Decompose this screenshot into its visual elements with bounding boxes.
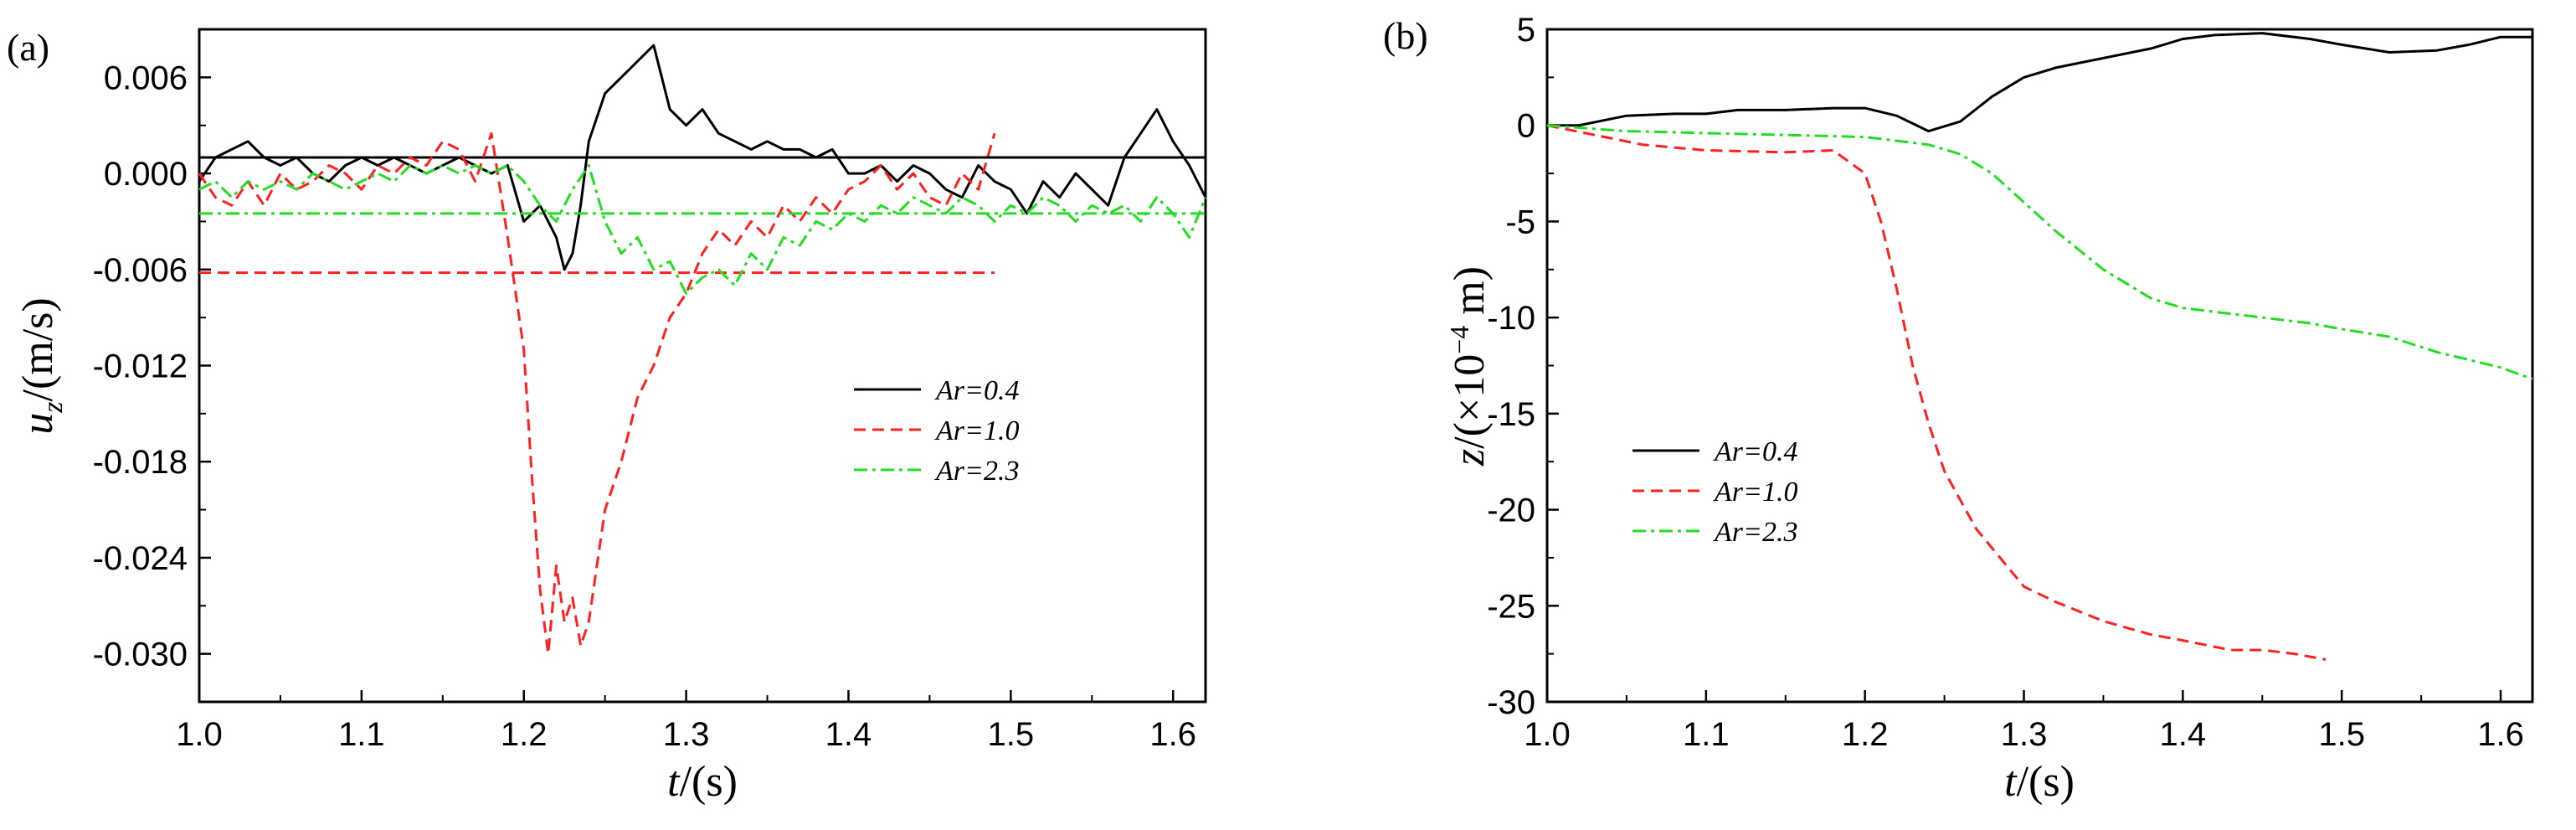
panel-b-y-tick-label-6: -25 — [1487, 588, 1535, 625]
panel-a: (a) 1.0 1.1 1.2 1.3 1.4 1.5 1.6 0.006 0.000 -0.00… — [7, 26, 1207, 806]
panel-b-x-tick-label-0: 1.0 — [1524, 716, 1571, 753]
panel-b-series — [1546, 32, 2533, 661]
panel-a-legend: Ar=0.4 Ar=1.0 Ar=2.3 — [854, 375, 1019, 487]
panel-a-legend-label-0: Ar=0.4 — [934, 375, 1019, 406]
panel-b-y-tick-label-4: -15 — [1487, 396, 1535, 433]
panel-a-y-tick-label-6: -0.030 — [93, 637, 188, 673]
panel-a-x-tick-label-0: 1.0 — [176, 716, 223, 753]
panel-b-y-axis-label: z/(×10−4 m) — [1444, 266, 1494, 467]
panel-a-plot-frame — [198, 28, 1207, 704]
panel-b-x-tick-label-4: 1.4 — [2160, 716, 2207, 753]
panel-b-x-tick-label-6: 1.6 — [2477, 716, 2524, 753]
panel-a-series-2-line — [198, 164, 1207, 295]
panel-b-y-tick-label-5: -20 — [1487, 492, 1535, 529]
panel-a-y-tick-label-1: 0.000 — [104, 156, 188, 193]
panel-a-y-axis-label: uz/(m/s) — [14, 297, 69, 434]
panel-a-x-axis-label: t/(s) — [667, 758, 738, 806]
panel-b-series-1-line — [1546, 124, 2327, 661]
panel-b-legend-label-0: Ar=0.4 — [1713, 436, 1797, 467]
panel-a-label: (a) — [7, 26, 49, 69]
panel-a-y-tick-label-2: -0.006 — [93, 252, 188, 289]
panel-b-series-2-line — [1546, 124, 2533, 381]
panel-b-x-tick-label-2: 1.2 — [1842, 716, 1889, 753]
panel-b-legend-label-2: Ar=2.3 — [1713, 517, 1797, 548]
panel-a-x-tick-label-2: 1.2 — [501, 716, 548, 753]
panel-a-x-tick-label-4: 1.4 — [825, 716, 872, 753]
panel-a-y-tick-label-3: -0.012 — [93, 348, 188, 385]
panel-b-y-tick-label-1: 0 — [1517, 108, 1535, 145]
panel-a-x-tick-label-1: 1.1 — [338, 716, 385, 753]
panel-b-x-tick-label-1: 1.1 — [1683, 716, 1730, 753]
panel-b-legend: Ar=0.4 Ar=1.0 Ar=2.3 — [1632, 436, 1797, 548]
panel-b-y-tick-label-7: -30 — [1487, 684, 1535, 721]
panel-a-y-tick-label-0: 0.006 — [104, 59, 188, 96]
panel-b-y-tick-label-3: -10 — [1487, 300, 1535, 337]
panel-b-series-0-line — [1547, 32, 2532, 133]
panel-b-x-tick-label-5: 1.5 — [2318, 716, 2365, 753]
panel-a-x-tick-label-3: 1.3 — [663, 716, 710, 753]
panel-a-legend-label-1: Ar=1.0 — [934, 415, 1019, 446]
panel-a-y-tick-label-5: -0.024 — [93, 540, 188, 577]
panel-a-x-tick-label-5: 1.5 — [988, 716, 1035, 753]
panel-b-label: (b) — [1383, 14, 1428, 57]
panel-b-x-axis-label: t/(s) — [2004, 758, 2075, 806]
panel-a-legend-label-2: Ar=2.3 — [934, 456, 1019, 487]
panel-a-series — [198, 44, 1207, 656]
panel-a-y-tick-label-4: -0.018 — [93, 444, 188, 481]
panel-b: (b) 1.0 1.1 1.2 1.3 1.4 1.5 1.6 5 0 -5 -10 -15 -20 -2… — [1383, 12, 2534, 806]
panel-b-ticks: 1.0 1.1 1.2 1.3 1.4 1.5 1.6 5 0 -5 -10 -15 -20 -25 -30 — [1487, 12, 2524, 753]
panel-a-ticks: 1.0 1.1 1.2 1.3 1.4 1.5 1.6 0.006 0.000 -0.006 -0.… — [93, 59, 1196, 753]
panel-b-legend-label-1: Ar=1.0 — [1713, 477, 1797, 508]
panel-a-series-0-line — [198, 44, 1207, 271]
panel-b-y-tick-label-2: -5 — [1505, 204, 1535, 240]
panel-b-plot-frame — [1545, 28, 2534, 704]
panel-b-y-tick-label-0: 5 — [1517, 12, 1535, 49]
panel-a-x-tick-label-6: 1.6 — [1149, 716, 1196, 753]
panel-a-series-1-line — [198, 131, 996, 656]
panel-b-x-tick-label-3: 1.3 — [2001, 716, 2048, 753]
